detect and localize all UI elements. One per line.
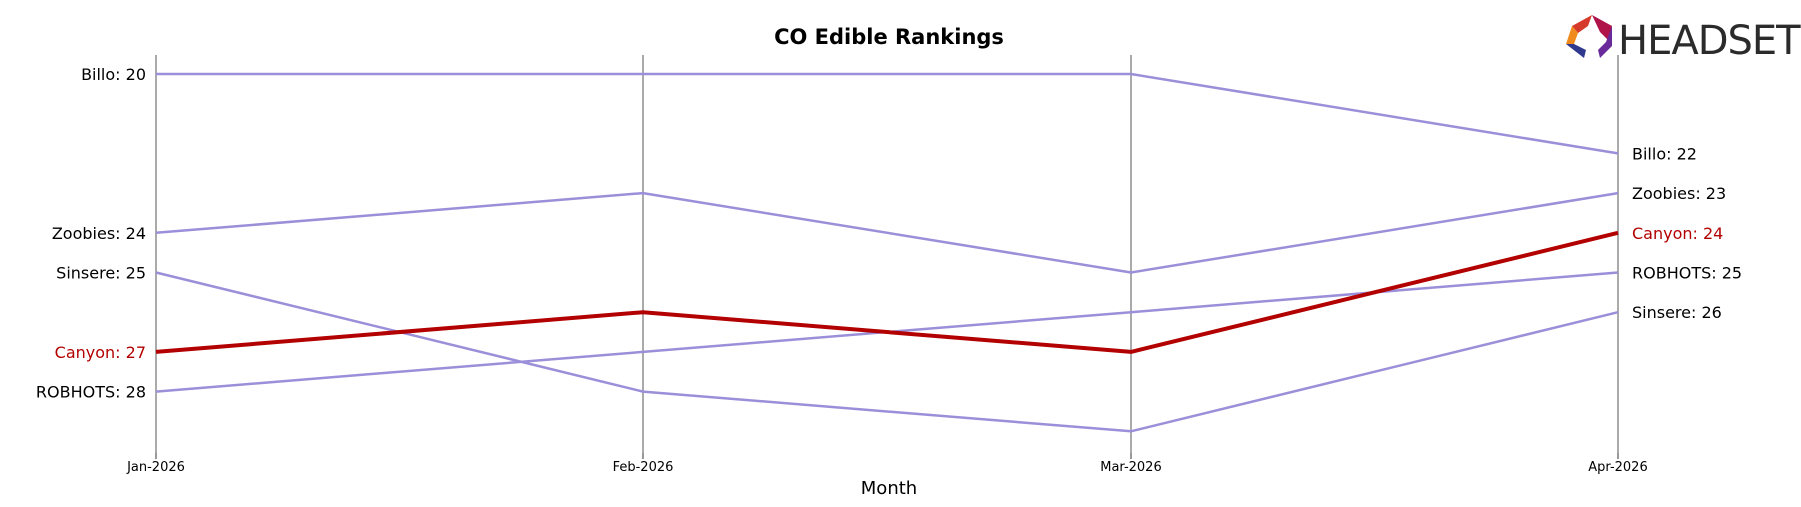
series-line-canyon	[155, 230, 1619, 354]
start-label: Zoobies: 24	[52, 224, 146, 243]
x-tick-labels: Jan-2026 Feb-2026 Mar-2026 Apr-2026	[126, 460, 1648, 475]
end-labels: Billo: 22 Zoobies: 23 Canyon: 24 ROBHOTS: 2…	[1632, 144, 1742, 322]
x-tick-label: Apr-2026	[1588, 460, 1647, 475]
end-label: ROBHOTS: 25	[1632, 264, 1742, 283]
series-line-zoobies	[155, 191, 1619, 274]
start-label: Billo: 20	[81, 65, 146, 84]
end-label: Zoobies: 23	[1632, 184, 1726, 203]
headset-logo-icon	[1566, 15, 1612, 58]
x-tick-label: Mar-2026	[1100, 460, 1161, 475]
start-label: Sinsere: 25	[56, 264, 146, 283]
headset-logo: HEADSET	[1566, 15, 1801, 64]
chart-title: CO Edible Rankings	[774, 25, 1004, 49]
logo-text: HEADSET	[1618, 18, 1801, 64]
end-label: Billo: 22	[1632, 144, 1697, 163]
start-labels: Billo: 20 Zoobies: 24 Sinsere: 25 Canyon: 2…	[36, 65, 146, 402]
start-label: Canyon: 27	[55, 343, 146, 362]
month-gridlines	[155, 55, 1619, 459]
end-label: Sinsere: 26	[1632, 303, 1722, 322]
end-label: Canyon: 24	[1632, 224, 1723, 243]
series-line-sinsere	[155, 271, 1619, 433]
x-axis-label: Month	[861, 478, 917, 499]
series-lines	[155, 72, 1619, 433]
start-label: ROBHOTS: 28	[36, 383, 146, 402]
x-tick-label: Jan-2026	[126, 460, 185, 475]
series-line-billo	[156, 72, 1619, 155]
x-tick-label: Feb-2026	[613, 460, 674, 475]
